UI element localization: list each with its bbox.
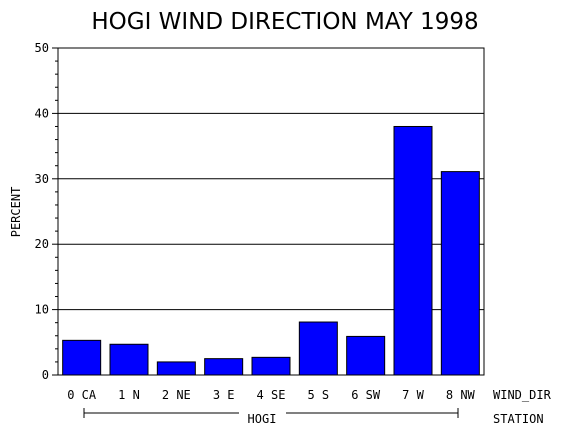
group-bracket (83, 408, 459, 418)
x-axis: 0 CA 1 N 2 NE 3 E 4 SE 5 S 6 SW 7 W 8 NW (67, 388, 475, 402)
y-axis-label: PERCENT (9, 187, 23, 238)
bar (156, 361, 196, 376)
y-axis: 0 10 20 30 40 50 (35, 41, 58, 382)
y-tick-label: 50 (35, 41, 49, 55)
bar (393, 125, 433, 376)
plot-frame (57, 47, 485, 376)
bar (109, 343, 149, 376)
y-tick-label: 0 (42, 368, 49, 382)
x-tick-label: 1 N (118, 388, 140, 402)
bars (62, 125, 480, 376)
group-label: HOGI (248, 412, 277, 426)
bar (251, 356, 291, 376)
x-tick-label: 7 W (402, 388, 424, 402)
group-axis-label: STATION (493, 412, 544, 426)
x-axis-label: WIND_DIR (493, 388, 552, 402)
y-tick-label: 30 (35, 172, 49, 186)
y-tick-label: 40 (35, 106, 49, 120)
chart-title: HOGI WIND DIRECTION MAY 1998 (91, 9, 478, 35)
x-tick-label: 0 CA (67, 388, 97, 402)
x-tick-label: 4 SE (257, 388, 286, 402)
y-tick-label: 10 (35, 303, 49, 317)
x-tick-label: 8 NW (446, 388, 476, 402)
y-tick-label: 20 (35, 237, 49, 251)
bar (62, 339, 102, 376)
bar (440, 171, 480, 376)
bar (204, 358, 244, 376)
x-tick-label: 2 NE (162, 388, 191, 402)
bar (346, 335, 386, 376)
x-tick-label: 3 E (213, 388, 235, 402)
x-tick-label: 5 S (307, 388, 329, 402)
bar (298, 321, 338, 376)
x-tick-label: 6 SW (351, 388, 381, 402)
